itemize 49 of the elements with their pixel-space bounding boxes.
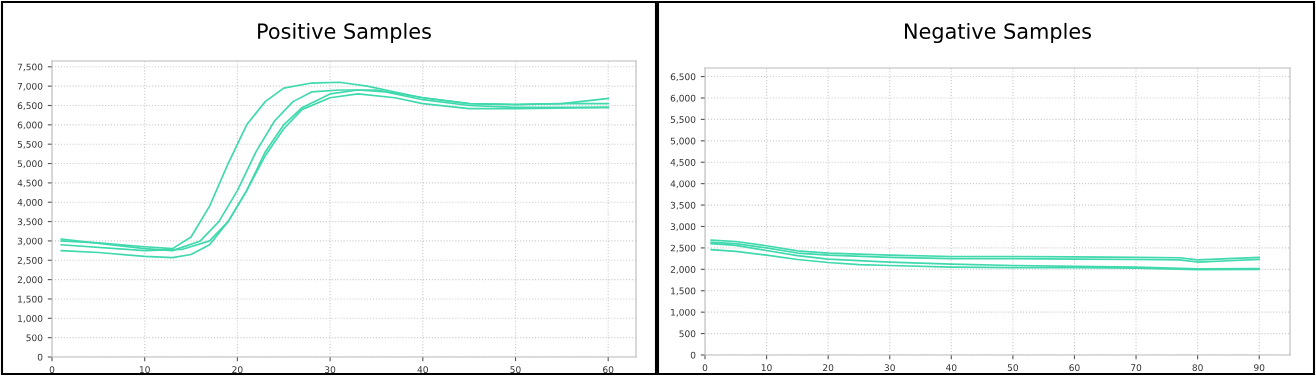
y-tick-label: 4,500	[670, 158, 696, 167]
y-tick-label: 6,000	[17, 121, 43, 130]
x-tick-label: 60	[1069, 364, 1080, 372]
y-tick-label: 7,500	[17, 63, 43, 72]
chart-title: Positive Samples	[258, 22, 431, 44]
y-tick-label: 2,500	[670, 244, 696, 253]
y-tick-label: 500	[679, 330, 696, 338]
y-tick-label: 6,000	[670, 94, 696, 103]
y-tick-label: 4,000	[670, 180, 696, 189]
y-tick-label: 3,500	[17, 218, 43, 227]
x-tick-label: 50	[510, 366, 521, 374]
y-tick-label: 3,000	[670, 223, 696, 231]
chart-title: Negative Samples	[905, 22, 1092, 44]
x-tick-label: 50	[1007, 364, 1019, 372]
y-tick-label: 1,500	[671, 287, 696, 296]
y-tick-label: 0	[37, 353, 43, 361]
y-tick-label: 2,000	[17, 276, 43, 285]
x-tick-label: 0	[49, 366, 55, 374]
x-tick-label: 10	[139, 366, 150, 374]
y-tick-label: 2,500	[17, 257, 43, 265]
y-tick-label: 500	[26, 334, 43, 342]
y-tick-label: 2,000	[670, 266, 696, 274]
x-tick-label: 0	[702, 364, 708, 372]
x-tick-label: 90	[1254, 364, 1265, 372]
y-tick-label: 4,500	[17, 179, 43, 188]
x-tick-label: 20	[823, 364, 834, 372]
y-tick-label: 5,500	[17, 140, 43, 149]
x-tick-label: 40	[946, 364, 957, 372]
y-tick-label: 7,000	[17, 82, 43, 91]
y-tick-label: 3,000	[17, 237, 43, 246]
y-tick-label: 1,500	[18, 295, 43, 304]
y-tick-label: 3,500	[670, 201, 696, 210]
y-tick-label: 5,500	[670, 116, 696, 124]
x-tick-label: 60	[603, 366, 614, 374]
x-tick-label: 30	[884, 364, 895, 372]
x-tick-label: 10	[761, 364, 772, 372]
x-tick-label: 40	[417, 366, 428, 374]
x-tick-label: 30	[325, 366, 336, 374]
y-tick-label: 0	[690, 351, 696, 359]
y-tick-label: 5,000	[670, 137, 696, 146]
y-tick-label: 5,000	[17, 160, 43, 169]
y-tick-label: 4,000	[17, 198, 43, 207]
y-tick-label: 1,000	[18, 315, 43, 323]
y-tick-label: 6,500	[17, 102, 43, 110]
x-tick-label: 80	[1192, 364, 1203, 372]
x-tick-label: 20	[232, 366, 243, 374]
y-tick-label: 6,500	[670, 73, 696, 82]
x-tick-label: 70	[1131, 364, 1142, 372]
y-tick-label: 1,000	[671, 308, 696, 317]
